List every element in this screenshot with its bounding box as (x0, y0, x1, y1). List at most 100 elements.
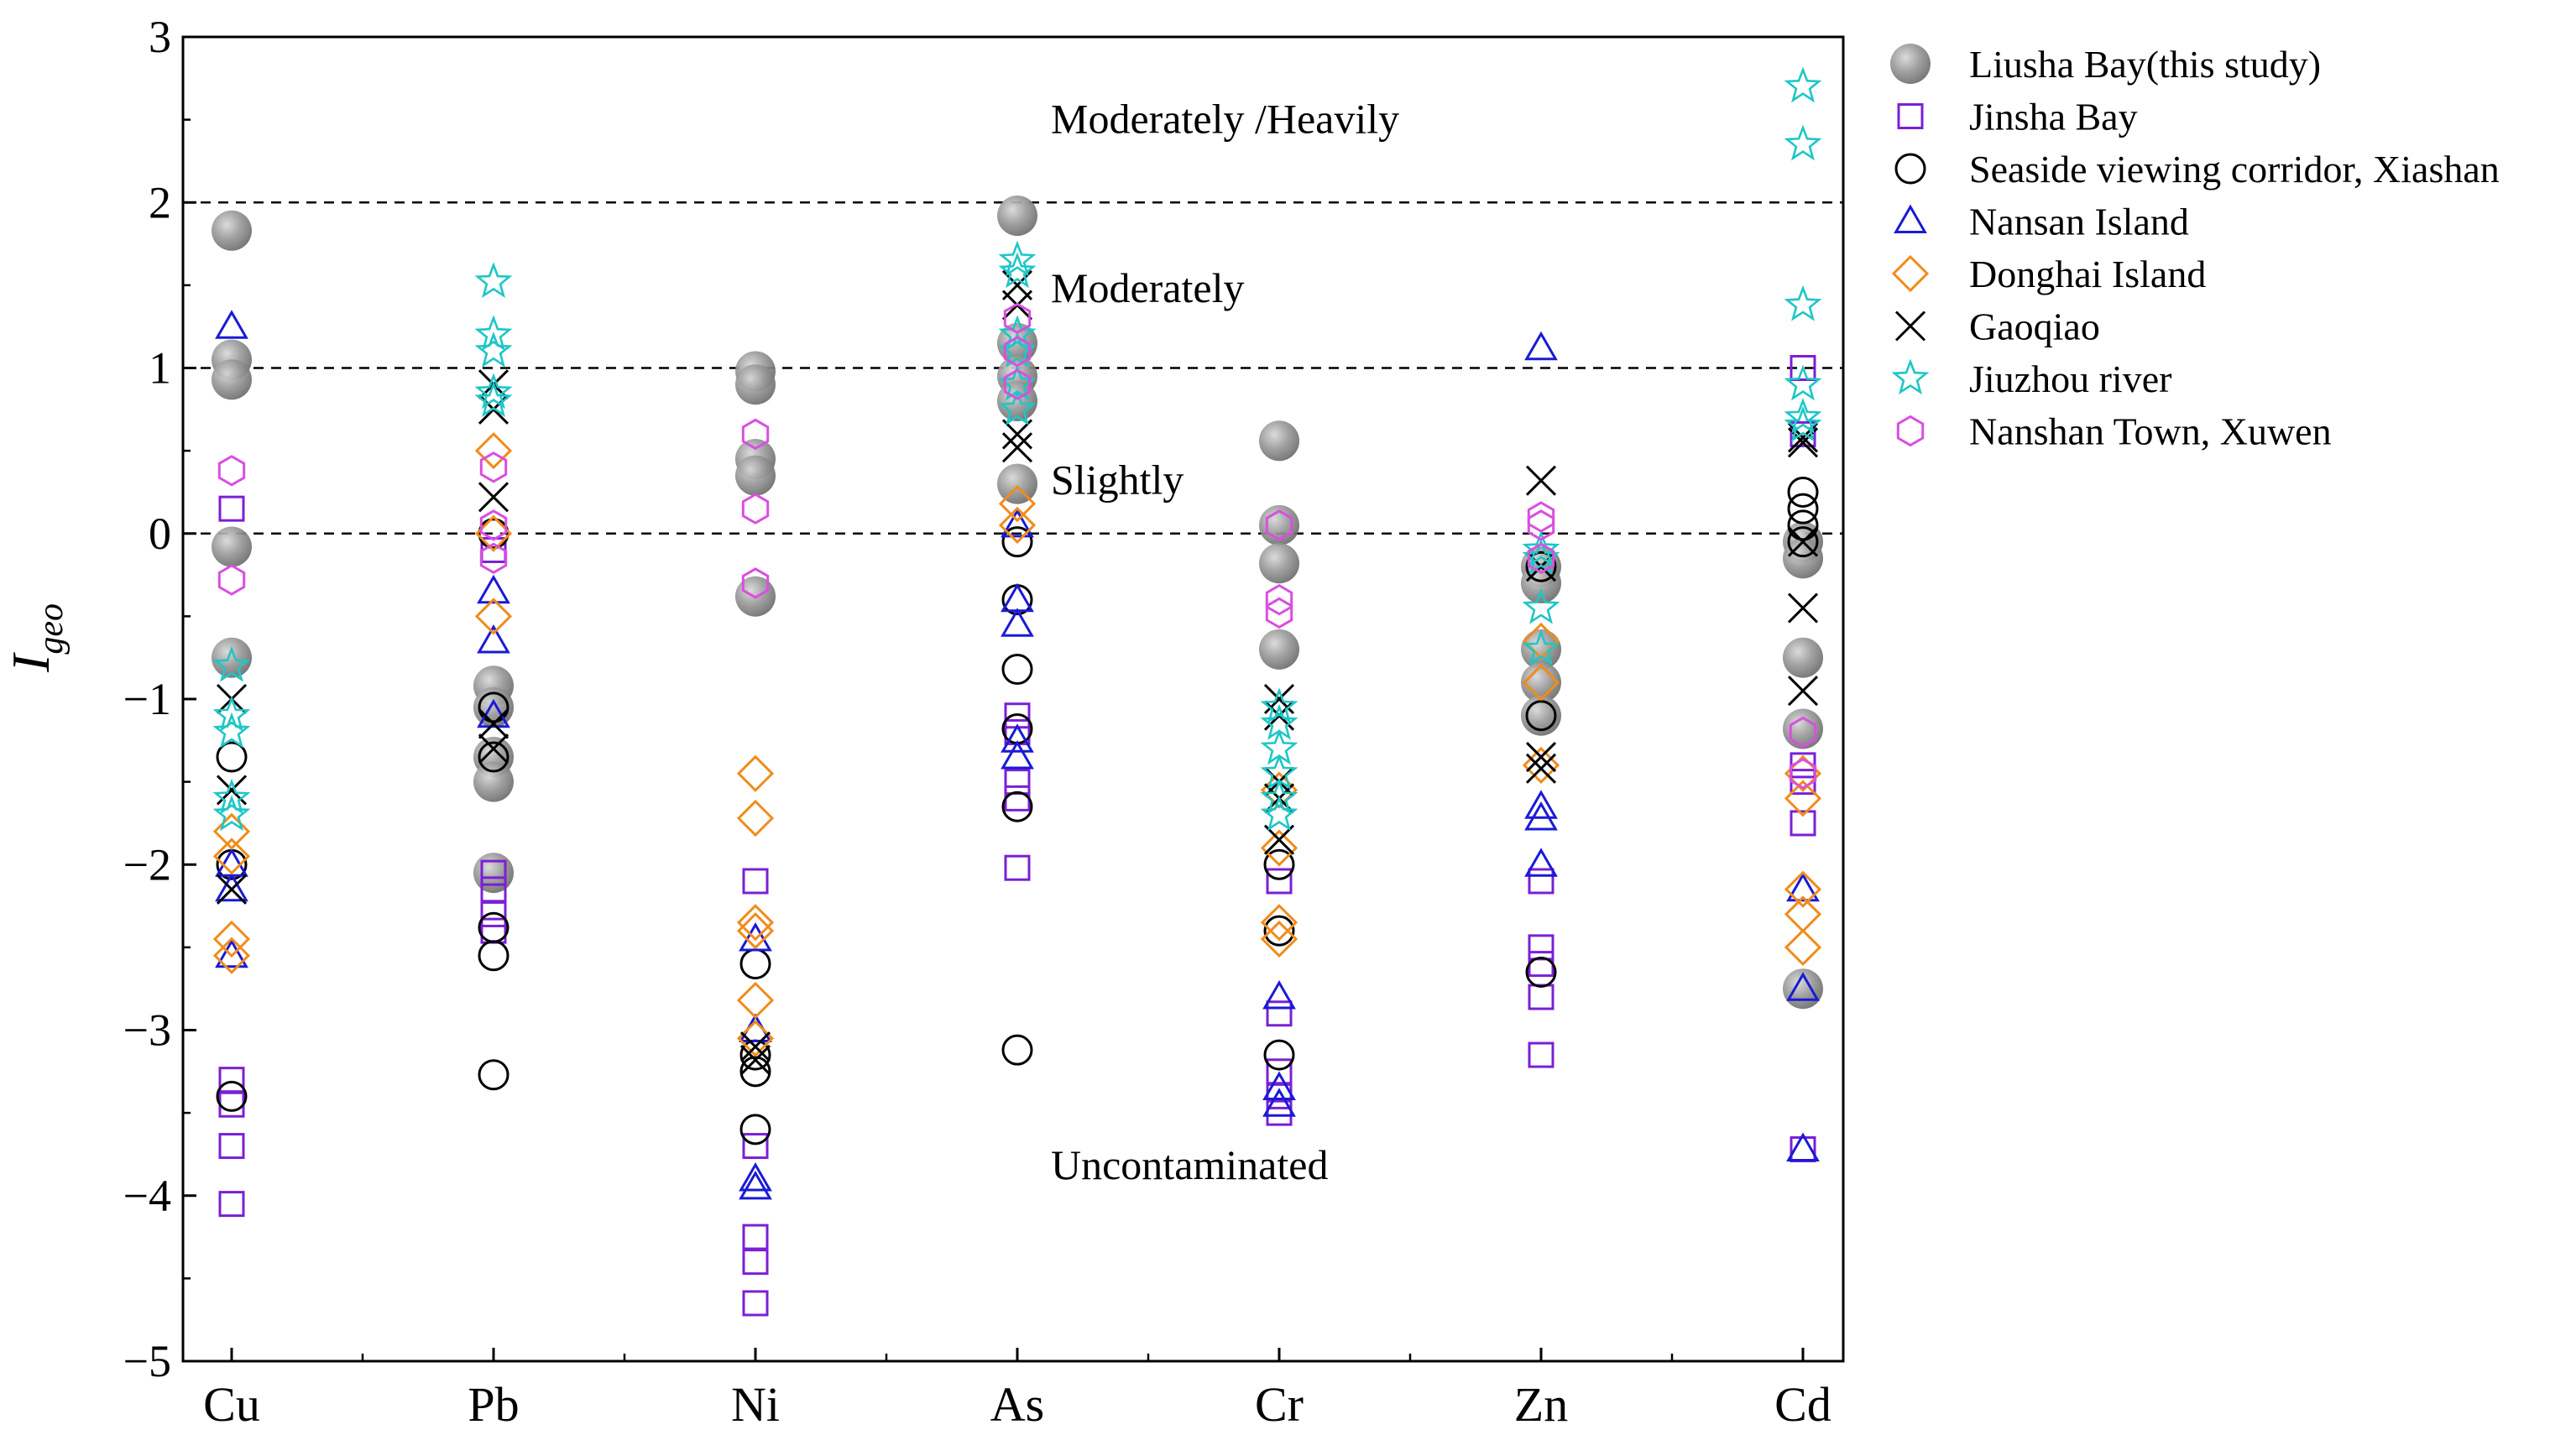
data-point (1790, 355, 1816, 381)
data-point (1263, 915, 1295, 947)
data-point (741, 418, 770, 451)
data-point (1260, 904, 1298, 942)
data-point (1787, 476, 1819, 508)
data-point (217, 564, 246, 596)
series-nanshan-town-xuwen (217, 302, 1817, 790)
data-point (1522, 629, 1560, 665)
data-point (474, 331, 513, 368)
data-point (1003, 302, 1032, 335)
data-point (1260, 778, 1298, 815)
data-point (218, 1091, 245, 1118)
data-point (742, 868, 769, 895)
data-point (215, 872, 248, 902)
data-point (473, 761, 514, 802)
x-tick-label-pb: Pb (468, 1377, 519, 1432)
y-tick-label: −3 (123, 1005, 171, 1056)
data-point (212, 645, 251, 682)
data-point (739, 1161, 772, 1192)
data-point (1262, 979, 1296, 1010)
data-point (1522, 587, 1560, 624)
data-point (479, 542, 508, 575)
data-point (739, 948, 771, 980)
data-point (1528, 951, 1554, 978)
legend: Liusha Bay(this study) Jinsha Bay Seaside … (1890, 43, 2500, 453)
legend-marker-diamond (1891, 254, 1930, 293)
data-point (478, 482, 509, 513)
data-point (478, 518, 509, 550)
data-point (997, 196, 1037, 237)
data-point (216, 874, 248, 905)
data-point (1004, 854, 1031, 881)
data-point (478, 940, 509, 972)
y-tick-label: −5 (123, 1336, 171, 1386)
legend-marker-x (1894, 311, 1926, 342)
axes: 3 2 1 0 −1 −2 −3 −4 −5 Cu Pb Ni As Cr Zn Cd (123, 12, 1845, 1432)
data-point (1265, 583, 1293, 616)
svg-text:Igeo: Igeo (1, 603, 71, 673)
data-point (1522, 530, 1560, 566)
data-point (1525, 700, 1557, 732)
legend-marker-square (1897, 103, 1924, 129)
legend-marker-sphere (1890, 44, 1931, 84)
data-point (212, 712, 251, 749)
data-point (1259, 629, 1299, 670)
data-point (1001, 419, 1033, 450)
data-point (212, 526, 252, 567)
legend-marker-star (1891, 358, 1930, 395)
data-point (1784, 398, 1822, 434)
data-point (212, 812, 251, 850)
data-point (478, 733, 509, 765)
legend-item-nanshan-town-xuwen: Nanshan Town, Xuwen (1896, 410, 2332, 453)
y-tick-label: 3 (149, 12, 171, 62)
data-point (1259, 543, 1299, 584)
data-point (1003, 336, 1032, 368)
data-point (480, 876, 507, 903)
data-point (998, 240, 1037, 277)
data-point (1001, 791, 1033, 822)
data-point (1787, 526, 1819, 558)
legend-label: Donghai Island (1969, 253, 2206, 295)
data-point (1001, 723, 1034, 753)
series-nansan-island (215, 310, 1820, 1200)
y-tick-label: 1 (149, 343, 171, 394)
data-point (997, 380, 1037, 421)
data-point (1784, 895, 1822, 933)
data-point (1001, 653, 1033, 685)
data-point (998, 485, 1037, 523)
x-tick-label-cr: Cr (1255, 1377, 1304, 1432)
data-point (1522, 622, 1560, 660)
x-tick-label-ni: Ni (731, 1377, 780, 1432)
legend-label: Gaoqiao (1969, 305, 2100, 348)
data-point (1786, 972, 1820, 1001)
data-point (212, 359, 252, 400)
data-point (1263, 848, 1295, 880)
data-point (739, 1056, 771, 1088)
data-point (736, 981, 775, 1020)
data-point (736, 754, 775, 792)
data-point (1527, 501, 1555, 533)
data-point (998, 315, 1037, 352)
data-point (736, 1020, 775, 1057)
data-point (742, 1224, 769, 1250)
data-point (478, 1059, 509, 1091)
data-point (1783, 708, 1823, 749)
data-point (478, 741, 509, 773)
zone-label-moderately: Moderately (1051, 264, 1244, 311)
data-point (1525, 753, 1557, 784)
x-tick-label-as: As (990, 1377, 1044, 1432)
x-tick-label-cd: Cd (1774, 1377, 1831, 1432)
data-point (1784, 780, 1822, 817)
data-point (1787, 509, 1819, 541)
data-point (212, 795, 251, 832)
data-point (479, 451, 508, 483)
legend-label: Liusha Bay(this study) (1969, 43, 2321, 86)
data-point (1001, 432, 1033, 463)
data-point (1266, 868, 1293, 895)
x-tick-label-zn: Zn (1514, 1377, 1568, 1432)
data-point (1787, 493, 1819, 524)
data-point (474, 598, 513, 635)
data-point (1260, 771, 1298, 809)
data-point (218, 1067, 245, 1093)
data-point (1259, 420, 1299, 462)
